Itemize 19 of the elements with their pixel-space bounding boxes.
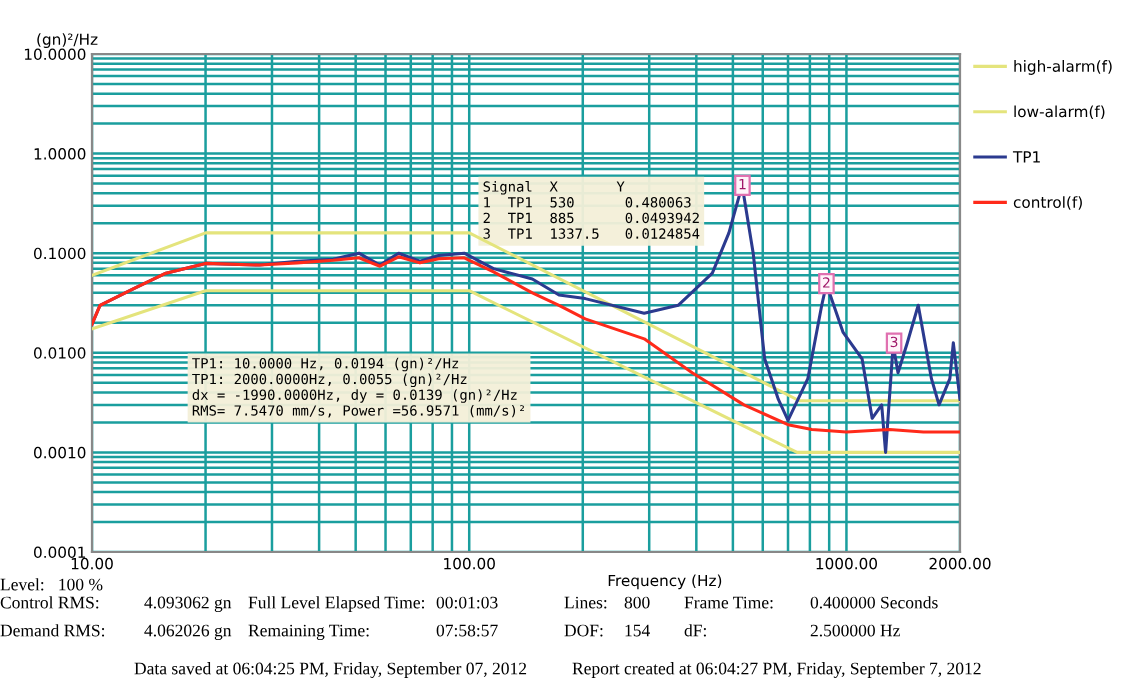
text: 2.500000 Hz: [810, 624, 900, 637]
text: 800: [624, 596, 650, 609]
text: Remaining Time:: [248, 624, 369, 640]
text: Report created at 06:04:27 PM, Friday, September 7, 2012: [572, 662, 981, 678]
text: 4.093062 gn: [144, 596, 232, 612]
text: Level: 100 %: [0, 578, 103, 591]
text: 4.062026 gn: [144, 624, 232, 640]
text: Demand RMS:: [0, 624, 105, 637]
text: Control RMS:: [0, 596, 99, 609]
text: Data saved at 06:04:25 PM, Friday, September 07, 2012: [134, 662, 527, 678]
text: 0.400000 Seconds: [810, 596, 938, 609]
text: 154: [625, 624, 650, 637]
text: Full Level Elapsed Time:: [248, 596, 425, 612]
text: Frame Time:: [684, 596, 773, 609]
text: dF:: [684, 624, 706, 637]
text: 00:01:03: [436, 596, 498, 609]
text: 07:58:57: [436, 624, 498, 637]
text: Lines:: [564, 596, 607, 609]
text: DOF:: [564, 624, 603, 637]
